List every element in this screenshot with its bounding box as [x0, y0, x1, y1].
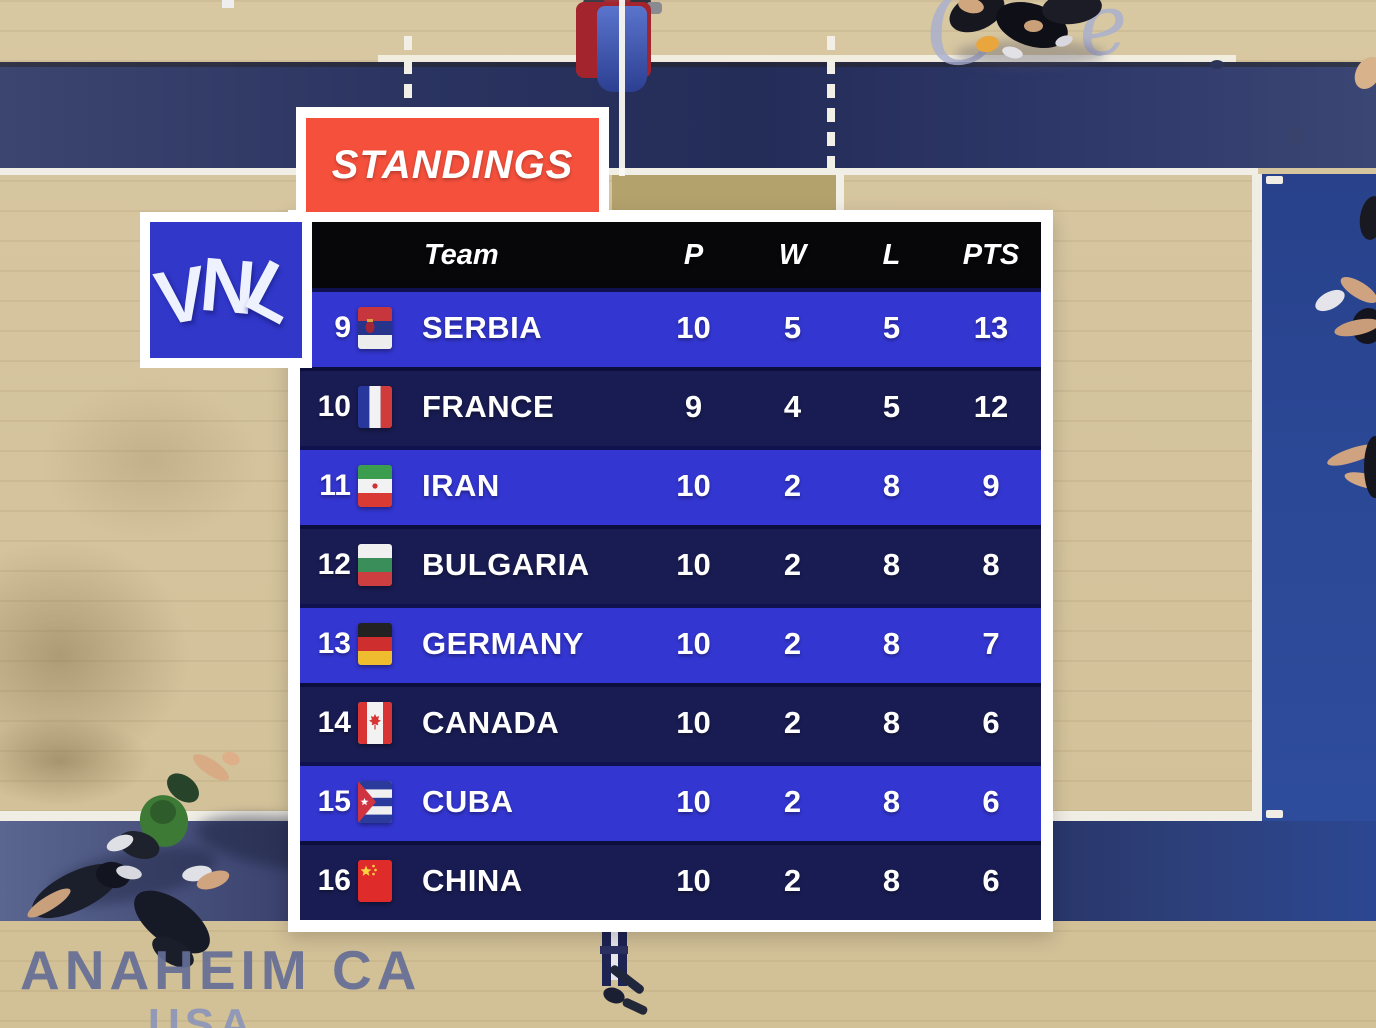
losses-value: 8	[882, 546, 901, 582]
right-free-zone	[1262, 174, 1376, 821]
points-value: 7	[982, 625, 1000, 661]
flag-germany-icon	[356, 622, 414, 665]
wins-value: 2	[783, 783, 802, 819]
far-baseline-line	[378, 55, 1236, 62]
floor-smudge	[1210, 60, 1224, 69]
country-name: CHINA	[422, 862, 523, 898]
wins-value: 2	[783, 546, 802, 582]
flag-serbia-icon	[356, 306, 414, 349]
table-row-germany: 13 GERMANY 10 2 8 7	[300, 604, 1041, 683]
line-tick	[222, 0, 234, 8]
wins-value: 2	[783, 862, 802, 898]
flag-bulgaria-icon	[356, 543, 414, 586]
flag-iran-icon	[356, 464, 414, 507]
rank-number: 12	[317, 547, 351, 581]
attack-line-dashed-right	[827, 36, 835, 174]
country-name: BULGARIA	[422, 546, 590, 582]
country-name: SERBIA	[422, 309, 543, 345]
flag-canada-icon	[356, 701, 414, 744]
played-value: 10	[676, 546, 711, 582]
country-name: GERMANY	[422, 625, 584, 661]
header-team: Team	[424, 238, 499, 271]
losses-value: 5	[882, 309, 901, 345]
country-name: CANADA	[422, 704, 560, 740]
points-value: 13	[973, 309, 1009, 345]
losses-value: 8	[882, 783, 901, 819]
standings-title-red-banner: STANDINGS	[306, 118, 599, 212]
standings-panel: Team P W L PTS 9 SERBIA 10 5 5 13 10 FRA…	[288, 210, 1053, 932]
rank-number: 14	[317, 705, 351, 739]
rank-number: 15	[317, 784, 351, 818]
free-zone-dash-bottom	[1266, 810, 1283, 818]
attack-line-solid	[836, 174, 844, 212]
rank-number: 13	[317, 626, 351, 660]
table-row-cuba: 15 CUBA 10 2 8 6	[300, 762, 1041, 841]
table-row-iran: 11 IRAN 10 2 8 9	[300, 446, 1041, 525]
losses-value: 8	[882, 625, 901, 661]
header-losses: L	[882, 238, 901, 271]
table-row-china: 16 CHINA 10 2 8 6	[300, 841, 1041, 920]
floor-sponsor-glyph-c: C	[917, 0, 1010, 92]
standings-title-box: STANDINGS	[296, 107, 609, 212]
header-wins: W	[778, 238, 807, 271]
wins-value: 5	[783, 309, 802, 345]
wins-value: 2	[783, 467, 802, 503]
country-name: CUBA	[422, 783, 514, 819]
points-value: 12	[973, 388, 1009, 424]
points-value: 9	[982, 467, 1000, 503]
losses-value: 8	[882, 704, 901, 740]
rank-number: 10	[317, 389, 351, 423]
table-row-canada: 14 CANADA 10 2 8 6	[300, 683, 1041, 762]
flag-france-icon	[356, 385, 414, 428]
table-row-bulgaria: 12 BULGARIA 10 2 8 8	[300, 525, 1041, 604]
attack-line-dashed-left	[404, 36, 412, 110]
played-value: 10	[676, 862, 711, 898]
rank-number: 16	[317, 863, 351, 897]
played-value: 9	[684, 388, 703, 424]
wins-value: 4	[783, 388, 802, 424]
vnl-logo: V N L	[150, 222, 302, 358]
flag-cuba-icon	[356, 780, 414, 823]
played-value: 10	[676, 783, 711, 819]
losses-value: 8	[882, 862, 901, 898]
played-value: 10	[676, 625, 711, 661]
table-header-row: Team P W L PTS	[300, 222, 1041, 288]
points-value: 8	[982, 546, 1000, 582]
table-row-france: 10 FRANCE 9 4 5 12	[300, 367, 1041, 446]
table-row-serbia: 9 SERBIA 10 5 5 13	[300, 288, 1041, 367]
standings-title: STANDINGS	[331, 142, 574, 187]
venue-floor-text: ANAHEIM CA	[20, 939, 422, 1001]
country-name: FRANCE	[422, 388, 555, 424]
wins-value: 2	[783, 704, 802, 740]
rank-number: 11	[319, 468, 351, 502]
points-value: 6	[982, 704, 1000, 740]
standings-table: Team P W L PTS 9 SERBIA 10 5 5 13 10 FRA…	[300, 222, 1041, 920]
header-played: P	[683, 238, 704, 271]
points-value: 6	[982, 862, 1000, 898]
floor-sponsor-glyph-e: e	[1073, 0, 1133, 77]
net-center-line	[619, 0, 625, 176]
free-zone-dash-top	[1266, 176, 1283, 184]
played-value: 10	[676, 704, 711, 740]
flag-china-icon	[356, 859, 414, 902]
points-value: 6	[982, 783, 1000, 819]
rank-number: 9	[334, 310, 351, 344]
country-name: IRAN	[422, 467, 500, 503]
vnl-logo-box: V N L	[140, 212, 312, 368]
top-free-zone-band	[0, 62, 1376, 168]
far-boundary-line	[0, 168, 1258, 175]
losses-value: 8	[882, 467, 901, 503]
wins-value: 2	[783, 625, 802, 661]
losses-value: 5	[882, 388, 901, 424]
played-value: 10	[676, 467, 711, 503]
venue-floor-subtext: USA	[148, 1000, 256, 1028]
right-sideline	[1252, 174, 1262, 814]
header-points: PTS	[962, 238, 1020, 271]
played-value: 10	[676, 309, 711, 345]
